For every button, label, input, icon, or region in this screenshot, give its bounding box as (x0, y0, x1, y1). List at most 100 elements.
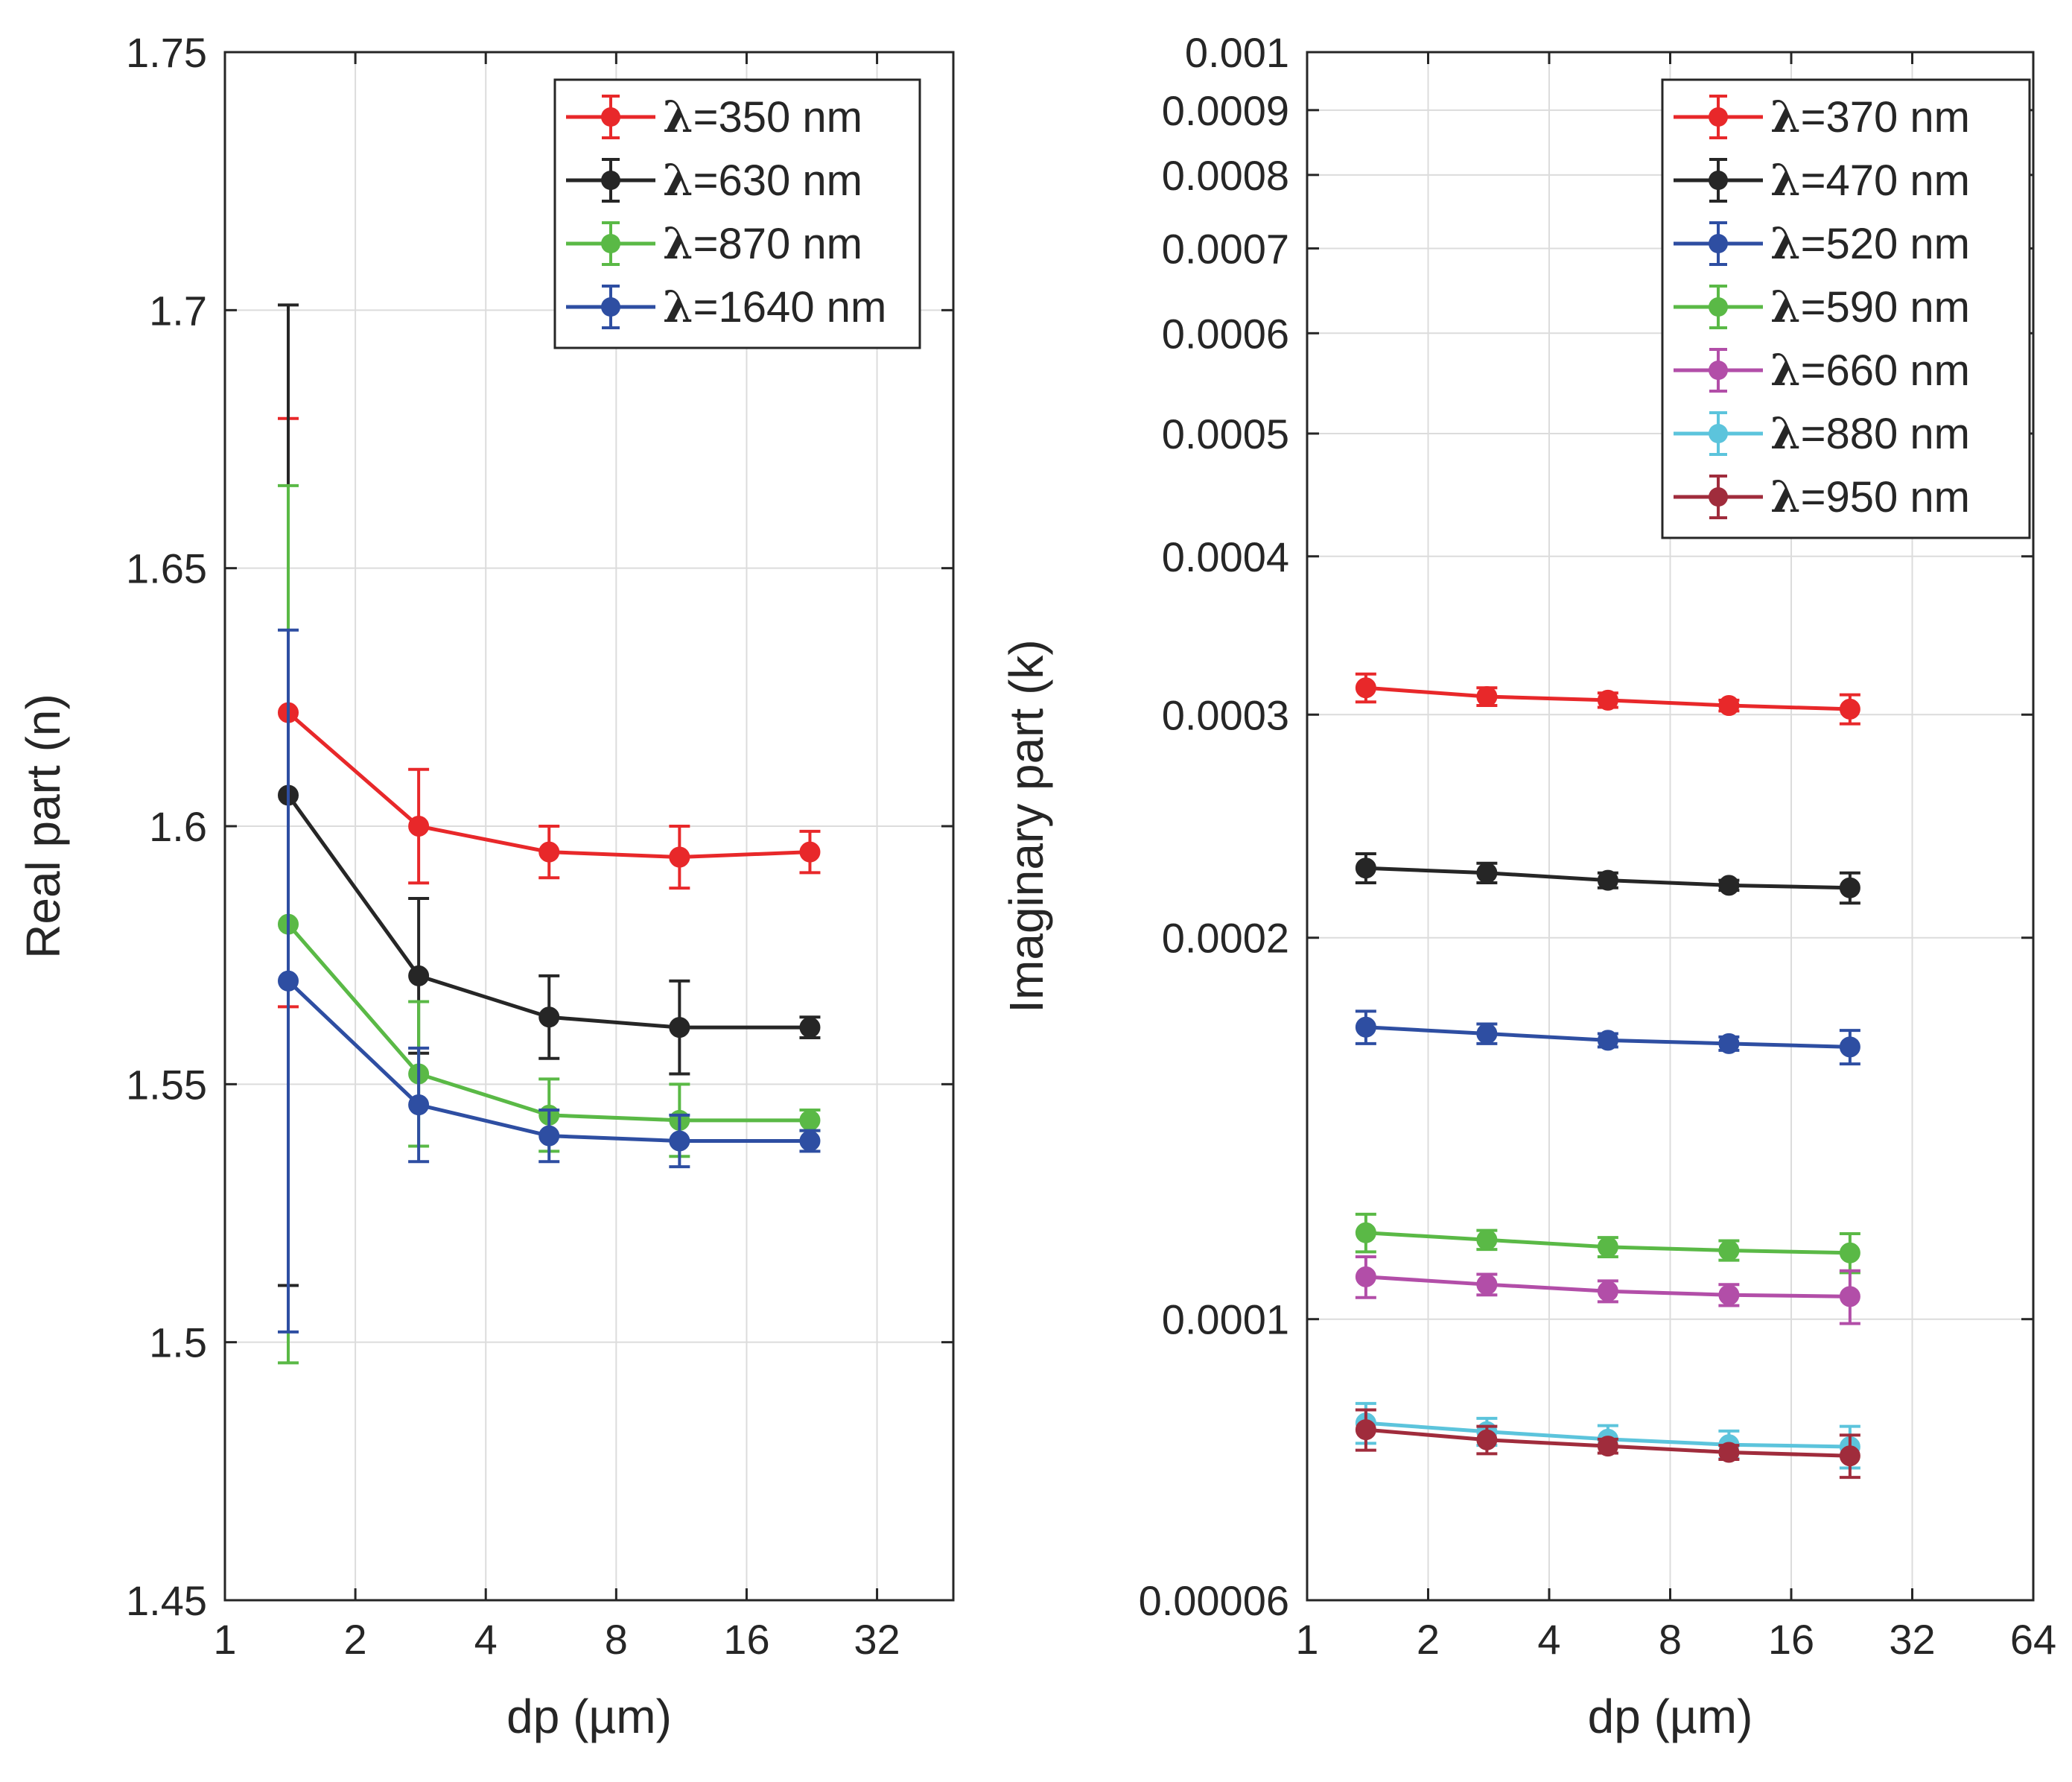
x-axis-label: dp (µm) (1588, 1690, 1753, 1743)
y-tick-label: 0.0002 (1162, 915, 1289, 962)
legend-label: λ=660 nm (1770, 345, 1970, 396)
series-3 (1355, 1212, 1860, 1275)
y-tick-label: 0.0008 (1162, 152, 1289, 199)
legend-label: λ=950 nm (1770, 472, 1970, 522)
legend-label-text: =590 nm (1801, 283, 1970, 332)
data-point (1597, 689, 1618, 711)
y-tick-label: 0.0006 (1162, 310, 1289, 357)
legend-label-text: =1640 nm (693, 283, 887, 332)
legend-lambda-symbol: λ (1770, 408, 1801, 459)
data-point (1355, 677, 1376, 699)
legend-label: λ=520 nm (1770, 218, 1970, 269)
series-6 (1355, 1408, 1860, 1480)
legend-marker (601, 171, 620, 190)
x-tick-label: 8 (605, 1616, 628, 1663)
legend-item: λ=870 nm (566, 218, 862, 269)
y-axis-label: Real part (n) (16, 694, 70, 959)
legend-item: λ=950 nm (1674, 472, 1970, 522)
data-point (1355, 1222, 1376, 1243)
data-point (1355, 857, 1376, 879)
data-point (538, 841, 560, 863)
legend-marker (601, 234, 620, 253)
y-tick-label: 1.55 (126, 1061, 207, 1108)
legend-marker (1709, 487, 1728, 507)
data-point (408, 816, 430, 837)
y-tick-label: 0.0007 (1162, 225, 1289, 272)
legend-label: λ=590 nm (1770, 282, 1970, 332)
legend-item: λ=350 nm (566, 92, 862, 142)
data-point (1476, 862, 1498, 884)
data-point (1839, 877, 1860, 898)
legend: λ=370 nmλ=470 nmλ=520 nmλ=590 nmλ=660 nm… (1661, 78, 2031, 539)
y-tick-label: 0.0005 (1162, 410, 1289, 457)
data-point (669, 1130, 690, 1152)
y-tick-label: 0.0001 (1162, 1296, 1289, 1343)
legend-marker (601, 297, 620, 317)
legend-lambda-symbol: λ (1770, 218, 1801, 269)
ticks: 1 2 4 8 16 32 64 0.00006 0.0001 0.0002 0.0003 0.000… (1139, 29, 2057, 1663)
series-0 (1355, 672, 1860, 726)
x-tick-label: 64 (2010, 1616, 2056, 1663)
y-tick-label: 0.00006 (1139, 1577, 1289, 1624)
data-point (1597, 869, 1618, 891)
legend-item: λ=1640 nm (566, 282, 886, 332)
data-point (1718, 695, 1740, 717)
legend-label: λ=350 nm (663, 92, 862, 142)
legend-marker (1709, 171, 1728, 190)
legend-label-text: =470 nm (1801, 156, 1970, 205)
legend-label: λ=870 nm (663, 218, 862, 269)
data-point (1476, 1023, 1498, 1044)
ticks: 1 2 4 8 16 32 1.45 1.5 1.55 1.6 1.65 1.7 1.75 (126, 29, 953, 1663)
y-tick-label: 0.0004 (1162, 533, 1289, 580)
legend-label: λ=1640 nm (663, 282, 886, 332)
y-tick-label: 1.45 (126, 1577, 207, 1624)
data-point (799, 1109, 821, 1131)
legend-label-text: =950 nm (1801, 473, 1970, 521)
y-tick-label: 0.0003 (1162, 691, 1289, 738)
legend-label-text: =660 nm (1801, 346, 1970, 395)
legend-label: λ=880 nm (1770, 408, 1970, 459)
legend-lambda-symbol: λ (1770, 155, 1801, 206)
data-point (1839, 1242, 1860, 1263)
data-point (1718, 1240, 1740, 1261)
data-point (799, 841, 821, 863)
data-point (1476, 1429, 1498, 1450)
series-3 (278, 628, 821, 1334)
legend-item: λ=590 nm (1674, 282, 1970, 332)
legend-label-text: =350 nm (693, 93, 862, 142)
data-point (1839, 1036, 1860, 1058)
legend-marker (601, 107, 620, 127)
x-tick-label: 32 (854, 1616, 900, 1663)
data-point (1355, 1266, 1376, 1287)
legend-item: λ=630 nm (566, 155, 862, 206)
data-point (1718, 1033, 1740, 1054)
x-tick-label: 8 (1659, 1616, 1682, 1663)
x-tick-label: 2 (344, 1616, 367, 1663)
legend-label: λ=470 nm (1770, 155, 1970, 206)
x-tick-label: 4 (474, 1616, 498, 1663)
data-point (1476, 1274, 1498, 1296)
data-point (538, 1125, 560, 1147)
data-point (1839, 1286, 1860, 1307)
legend-label-text: =630 nm (693, 156, 862, 205)
series-4 (1355, 1255, 1860, 1325)
y-tick-label: 1.65 (126, 545, 207, 592)
data-point (799, 1130, 821, 1152)
legend-item: λ=470 nm (1674, 155, 1970, 206)
legend-label-text: =880 nm (1801, 410, 1970, 458)
data-point (1839, 698, 1860, 720)
data-point (1355, 1419, 1376, 1441)
x-tick-label: 2 (1417, 1616, 1440, 1663)
data-point (669, 1017, 690, 1039)
data-point (1597, 1236, 1618, 1258)
legend-lambda-symbol: λ (663, 282, 693, 332)
data-point (538, 1006, 560, 1028)
legend-marker (1709, 234, 1728, 253)
y-tick-label: 0.0009 (1162, 87, 1289, 134)
x-tick-label: 1 (213, 1616, 236, 1663)
data-point (1597, 1030, 1618, 1051)
legend-item: λ=880 nm (1674, 408, 1970, 459)
legend-lambda-symbol: λ (1770, 472, 1801, 522)
data-point (1476, 1229, 1498, 1251)
